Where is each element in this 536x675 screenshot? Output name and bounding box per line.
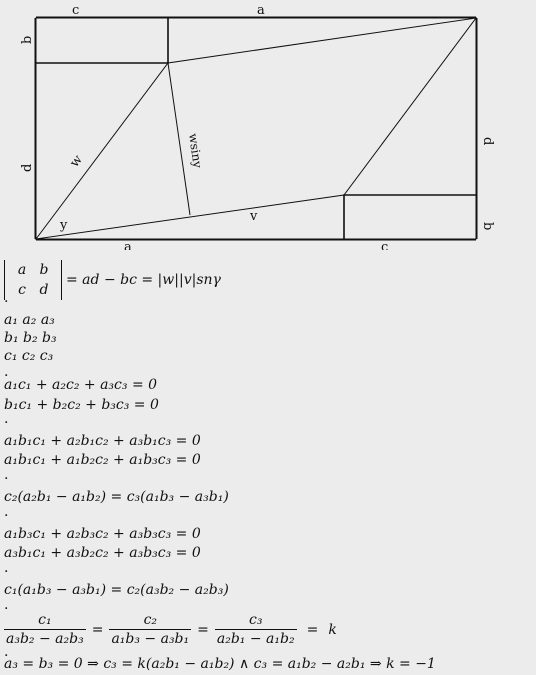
det-cell: b bbox=[39, 262, 49, 278]
line-bc-dot: b₁c₁ + b₂c₂ + b₃c₃ = 0 bbox=[4, 397, 159, 413]
separator-dot: . bbox=[4, 290, 9, 306]
constant-k: k bbox=[328, 622, 337, 638]
label-left-d: d bbox=[20, 164, 35, 172]
line-ac-dot: a₁c₁ + a₂c₂ + a₃c₃ = 0 bbox=[4, 377, 158, 393]
fraction-numerator: c₃ bbox=[249, 612, 263, 628]
separator-dot: . bbox=[4, 560, 9, 576]
equals-sign: = bbox=[91, 622, 104, 638]
line-eq-5: a₃b₁c₁ + a₃b₂c₂ + a₃b₃c₃ = 0 bbox=[4, 545, 201, 561]
parallelogram-area-diagram: c a a c b d d b w v y wsiny bbox=[20, 3, 495, 250]
line-eq-1: a₁b₁c₁ + a₂b₁c₂ + a₃b₁c₃ = 0 bbox=[4, 433, 201, 449]
det-cell: a bbox=[17, 262, 27, 278]
fraction-3: c₃ a₂b₁ − a₁b₂ bbox=[214, 612, 297, 648]
label-left-b: b bbox=[20, 36, 35, 44]
fraction-2: c₂ a₁b₃ − a₃b₁ bbox=[109, 612, 192, 648]
fraction-numerator: c₁ bbox=[38, 612, 52, 628]
fraction-equation: c₁ a₃b₂ − a₂b₃ = c₂ a₁b₃ − a₃b₁ = c₃ a₂b… bbox=[4, 612, 337, 648]
line-eq-4: a₁b₃c₁ + a₂b₃c₂ + a₃b₃c₃ = 0 bbox=[4, 526, 201, 542]
label-top-a: a bbox=[257, 3, 265, 18]
separator-dot: . bbox=[4, 364, 9, 380]
label-bottom-a: a bbox=[124, 240, 132, 250]
label-right-b: b bbox=[480, 222, 495, 230]
equals-sign: = bbox=[306, 622, 319, 638]
fraction-denominator: a₂b₁ − a₁b₂ bbox=[214, 629, 297, 647]
fraction-numerator: c₂ bbox=[143, 612, 158, 628]
line-b-vector: b₁ b₂ b₃ bbox=[4, 330, 57, 346]
det-cell: c bbox=[18, 282, 26, 298]
line-eq-3: c₂(a₂b₁ − a₁b₂) = c₃(a₁b₃ − a₃b₁) bbox=[4, 489, 229, 505]
label-right-d: d bbox=[480, 137, 495, 145]
det-matrix: a b c d bbox=[5, 261, 61, 299]
det-bar-left bbox=[4, 260, 5, 300]
label-height: wsiny bbox=[186, 132, 205, 169]
det-bar-right bbox=[61, 260, 62, 300]
outer-rectangle bbox=[35, 17, 477, 240]
parallelogram bbox=[34, 17, 478, 240]
fraction-denominator: a₁b₃ − a₃b₁ bbox=[109, 629, 192, 647]
height-line bbox=[167, 62, 191, 216]
separator-dot: . bbox=[4, 411, 9, 427]
line-c-vector: c₁ c₂ c₃ bbox=[4, 348, 54, 364]
label-bottom-c: c bbox=[381, 240, 388, 250]
label-top-c: c bbox=[72, 3, 79, 18]
separator-dot: . bbox=[4, 597, 9, 613]
bottom-right-box bbox=[343, 194, 476, 239]
line-eq-2: a₁b₁c₁ + a₁b₂c₂ + a₁b₃c₃ = 0 bbox=[4, 452, 201, 468]
fraction-1: c₁ a₃b₂ − a₂b₃ bbox=[4, 612, 86, 648]
line-eq-6: c₁(a₁b₃ − a₃b₁) = c₂(a₃b₂ − a₂b₃) bbox=[4, 582, 229, 598]
line-a-vector: a₁ a₂ a₃ bbox=[4, 312, 55, 328]
separator-dot: . bbox=[4, 644, 9, 660]
separator-dot: . bbox=[4, 504, 9, 520]
determinant-equation: a b c d = ad − bc = |w||v|snγ bbox=[4, 259, 221, 301]
line-conclusion: a₃ = b₃ = 0 ⇒ c₃ = k(a₂b₁ − a₁b₂) ∧ c₃ =… bbox=[4, 656, 436, 672]
fraction-denominator: a₃b₂ − a₂b₃ bbox=[4, 629, 86, 647]
label-w: w bbox=[67, 152, 86, 170]
equals-sign: = bbox=[197, 622, 209, 638]
label-gamma: y bbox=[59, 218, 68, 233]
top-left-box bbox=[36, 18, 169, 64]
det-cell: d bbox=[39, 282, 49, 298]
det-rhs: = ad − bc = |w||v|snγ bbox=[66, 272, 221, 288]
separator-dot: . bbox=[4, 467, 9, 483]
label-v: v bbox=[249, 209, 258, 224]
